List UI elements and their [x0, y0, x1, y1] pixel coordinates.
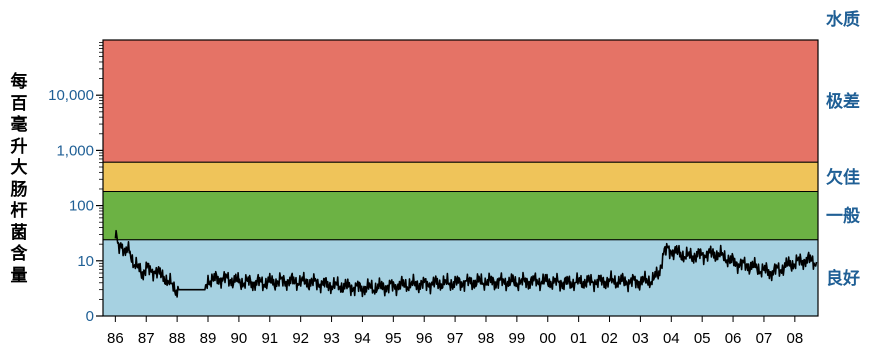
- quality-zones: [102, 39, 819, 317]
- series-line-group: [114, 229, 818, 298]
- x-tick-label-9: 95: [385, 330, 402, 347]
- y-tick-label-2: 100: [69, 198, 94, 215]
- zone-band-2: [102, 191, 819, 241]
- x-tick-label-16: 02: [601, 330, 618, 347]
- y-tick-label-0: 0: [86, 308, 94, 325]
- x-tick-label-21: 07: [756, 330, 773, 347]
- x-tick-label-12: 98: [478, 330, 495, 347]
- x-tick-label-7: 93: [323, 330, 340, 347]
- x-tick-label-20: 06: [725, 330, 742, 347]
- x-tick-label-5: 91: [261, 330, 278, 347]
- x-tick-label-14: 00: [539, 330, 556, 347]
- x-tick-label-18: 04: [663, 330, 680, 347]
- x-tick-label-15: 01: [570, 330, 587, 347]
- x-tick-label-22: 08: [786, 330, 803, 347]
- y-axis-label: 每百毫升大肠杆菌含量: [10, 72, 28, 286]
- y-tick-label-3: 1,000: [56, 142, 94, 159]
- x-tick-label-19: 05: [694, 330, 711, 347]
- x-tick-label-2: 88: [169, 330, 186, 347]
- y-tick-label-1: 10: [77, 253, 94, 270]
- x-tick-label-17: 03: [632, 330, 649, 347]
- zone-band-1: [102, 161, 819, 193]
- x-tick-label-11: 97: [447, 330, 464, 347]
- x-tick-label-3: 89: [200, 330, 217, 347]
- zone-band-0: [102, 39, 819, 163]
- x-tick-label-10: 96: [416, 330, 433, 347]
- x-tick-label-13: 99: [509, 330, 526, 347]
- x-tick-label-6: 92: [292, 330, 309, 347]
- zone-label-3: 良好: [826, 268, 860, 289]
- x-tick-label-4: 90: [231, 330, 248, 347]
- zone-label-2: 一般: [826, 206, 860, 227]
- x-tick-label-0: 86: [107, 330, 124, 347]
- x-tick-label-1: 87: [138, 330, 155, 347]
- zone-label-0: 极差: [826, 91, 860, 112]
- zone-header-label: 水质: [826, 9, 860, 30]
- y-tick-label-4: 10,000: [48, 87, 94, 104]
- plot-frame: [102, 39, 819, 317]
- series-line-0: [114, 229, 818, 298]
- x-tick-label-8: 94: [354, 330, 371, 347]
- zone-label-1: 欠佳: [826, 167, 860, 188]
